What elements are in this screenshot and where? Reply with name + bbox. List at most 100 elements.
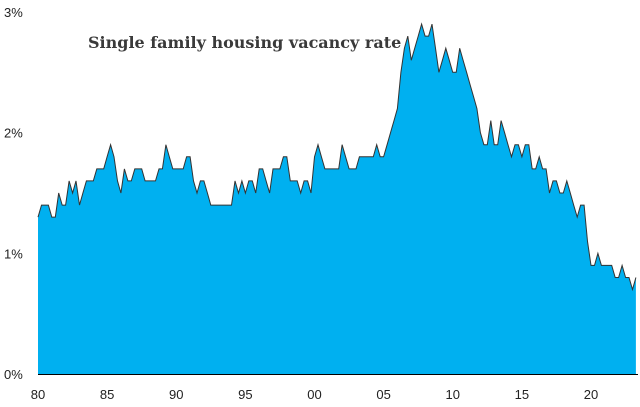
data-point [140, 167, 143, 170]
data-point [171, 167, 174, 170]
x-tick-label: 00 [307, 387, 321, 402]
x-tick-label: 80 [31, 387, 45, 402]
data-point [40, 204, 43, 207]
data-point [434, 47, 437, 50]
data-point [555, 179, 558, 182]
data-point [102, 167, 105, 170]
data-point [558, 192, 561, 195]
data-point [358, 155, 361, 158]
x-tick-label: 95 [238, 387, 252, 402]
data-point [441, 59, 444, 62]
data-point [479, 131, 482, 134]
data-point [500, 119, 503, 122]
data-point [403, 47, 406, 50]
data-point [206, 192, 209, 195]
data-point [417, 35, 420, 38]
data-point [137, 167, 140, 170]
data-point [282, 155, 285, 158]
data-point [261, 167, 264, 170]
data-point [57, 192, 60, 195]
data-point [133, 167, 136, 170]
data-point [199, 179, 202, 182]
data-point [413, 47, 416, 50]
data-point [88, 179, 91, 182]
data-point [448, 59, 451, 62]
data-point [327, 167, 330, 170]
data-point [189, 155, 192, 158]
data-point [247, 179, 250, 182]
data-point [147, 179, 150, 182]
data-point [410, 59, 413, 62]
data-point [520, 155, 523, 158]
data-point [71, 192, 74, 195]
y-axis-ticks: 0% 1% 2% 3% [4, 5, 23, 382]
data-point [507, 143, 510, 146]
data-point [628, 276, 631, 279]
data-point [524, 143, 527, 146]
data-point [144, 179, 147, 182]
data-point [465, 71, 468, 74]
data-point [182, 167, 185, 170]
data-point [113, 155, 116, 158]
vacancy-rate-area [38, 24, 636, 374]
data-point [157, 167, 160, 170]
data-point [372, 155, 375, 158]
data-point [586, 240, 589, 243]
data-point [396, 107, 399, 110]
data-point [475, 107, 478, 110]
x-tick-label: 90 [169, 387, 183, 402]
data-point [95, 167, 98, 170]
data-point [119, 192, 122, 195]
data-point [614, 276, 617, 279]
data-point [389, 131, 392, 134]
data-point [634, 276, 637, 279]
data-point [351, 167, 354, 170]
data-point [192, 179, 195, 182]
data-point [258, 167, 261, 170]
data-point [50, 216, 53, 219]
data-point [68, 179, 71, 182]
chart-title: Single family housing vacancy rate [88, 33, 401, 52]
data-point [227, 204, 230, 207]
data-point [513, 143, 516, 146]
data-point [610, 264, 613, 267]
data-point [534, 167, 537, 170]
x-tick-label: 20 [584, 387, 598, 402]
data-point [195, 192, 198, 195]
data-point [310, 192, 313, 195]
data-point [545, 167, 548, 170]
data-point [617, 276, 620, 279]
data-point [354, 167, 357, 170]
data-point [579, 204, 582, 207]
data-point [313, 155, 316, 158]
data-point [603, 264, 606, 267]
data-point [272, 167, 275, 170]
data-point [624, 276, 627, 279]
data-point [213, 204, 216, 207]
data-point [116, 179, 119, 182]
data-point [278, 167, 281, 170]
data-point [406, 35, 409, 38]
data-point [510, 155, 513, 158]
x-tick-label: 10 [446, 387, 460, 402]
data-point [576, 216, 579, 219]
data-point [37, 216, 40, 219]
y-tick-label: 3% [4, 5, 23, 20]
data-point [621, 264, 624, 267]
data-point [330, 167, 333, 170]
data-point [164, 143, 167, 146]
data-point [600, 264, 603, 267]
data-point [365, 155, 368, 158]
data-point [341, 143, 344, 146]
data-point [589, 264, 592, 267]
data-point [489, 119, 492, 122]
data-point [234, 179, 237, 182]
data-point [531, 167, 534, 170]
data-point [154, 179, 157, 182]
data-point [631, 288, 634, 291]
data-point [202, 179, 205, 182]
data-point [244, 192, 247, 195]
data-point [168, 155, 171, 158]
data-point [285, 155, 288, 158]
data-point [472, 95, 475, 98]
